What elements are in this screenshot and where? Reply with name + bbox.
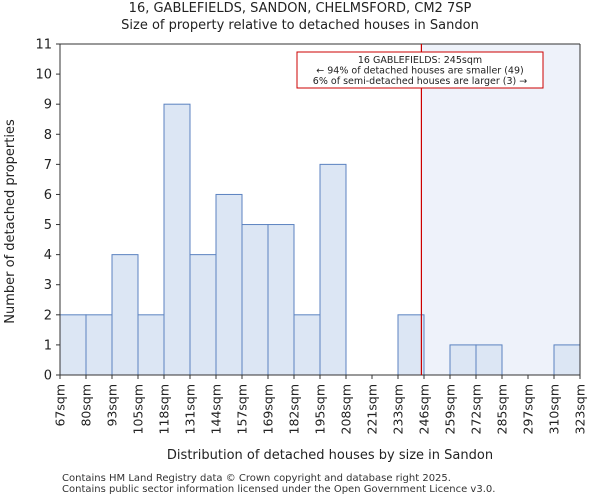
y-tick-label-3: 3 bbox=[44, 278, 52, 293]
bar-233sqm bbox=[397, 314, 425, 376]
x-tick-label-93sqm: 93sqm bbox=[105, 384, 120, 427]
bar-118sqm bbox=[163, 103, 191, 376]
x-tick-label-246sqm: 246sqm bbox=[417, 384, 432, 434]
x-tick-label-233sqm: 233sqm bbox=[391, 384, 406, 434]
annotation-smaller: ← 94% of detached houses are smaller (49… bbox=[316, 66, 523, 77]
bar-80sqm bbox=[85, 314, 113, 376]
highlight-region bbox=[421, 44, 580, 375]
annotation-box bbox=[296, 51, 544, 89]
footer-licence: Contains public sector information licen… bbox=[62, 484, 496, 495]
y-tick-label-6: 6 bbox=[44, 188, 52, 203]
y-tick-label-1: 1 bbox=[44, 338, 52, 353]
bar-310sqm bbox=[553, 344, 581, 376]
bar-93sqm bbox=[111, 254, 139, 376]
x-tick-label-144sqm: 144sqm bbox=[209, 384, 224, 434]
bar-67sqm bbox=[59, 314, 87, 376]
bar-182sqm bbox=[293, 314, 321, 376]
x-tick-label-131sqm: 131sqm bbox=[183, 384, 198, 434]
bar-259sqm bbox=[449, 344, 477, 376]
chart-subtitle: Size of property relative to detached ho… bbox=[121, 18, 479, 33]
x-tick-label-208sqm: 208sqm bbox=[339, 384, 354, 434]
x-tick-label-297sqm: 297sqm bbox=[521, 384, 536, 434]
x-tick-label-259sqm: 259sqm bbox=[443, 384, 458, 434]
y-tick-label-8: 8 bbox=[44, 128, 52, 143]
x-tick-label-195sqm: 195sqm bbox=[313, 384, 328, 434]
bar-105sqm bbox=[137, 314, 165, 376]
annotation-larger: 6% of semi-detached houses are larger (3… bbox=[313, 76, 527, 87]
y-axis-title: Number of detached properties bbox=[3, 119, 18, 324]
x-tick-label-80sqm: 80sqm bbox=[79, 384, 94, 427]
x-tick-label-182sqm: 182sqm bbox=[287, 384, 302, 434]
chart-title: 16, GABLEFIELDS, SANDON, CHELMSFORD, CM2… bbox=[128, 1, 472, 16]
y-tick-label-5: 5 bbox=[44, 218, 52, 233]
bar-272sqm bbox=[475, 344, 503, 376]
x-tick-label-221sqm: 221sqm bbox=[365, 384, 380, 434]
y-tick-label-4: 4 bbox=[44, 248, 52, 263]
y-tick-label-0: 0 bbox=[44, 369, 52, 384]
footer-copyright: Contains HM Land Registry data © Crown c… bbox=[62, 473, 451, 484]
x-tick-label-323sqm: 323sqm bbox=[573, 384, 588, 434]
bar-144sqm bbox=[215, 193, 243, 376]
y-tick-label-9: 9 bbox=[44, 98, 52, 113]
annotation-title: 16 GABLEFIELDS: 245sqm bbox=[358, 55, 482, 66]
x-tick-label-105sqm: 105sqm bbox=[131, 384, 146, 434]
bar-169sqm bbox=[267, 224, 295, 376]
x-axis-title: Distribution of detached houses by size … bbox=[167, 448, 493, 463]
x-tick-label-169sqm: 169sqm bbox=[261, 384, 276, 434]
x-tick-label-67sqm: 67sqm bbox=[53, 384, 68, 427]
x-tick-label-157sqm: 157sqm bbox=[235, 384, 250, 434]
y-tick-label-11: 11 bbox=[35, 38, 52, 53]
y-tick-label-2: 2 bbox=[44, 308, 52, 323]
x-tick-label-285sqm: 285sqm bbox=[495, 384, 510, 434]
x-tick-label-118sqm: 118sqm bbox=[157, 384, 172, 434]
bar-157sqm bbox=[241, 224, 269, 376]
x-tick-label-272sqm: 272sqm bbox=[469, 384, 484, 434]
bar-195sqm bbox=[319, 163, 347, 376]
y-tick-label-7: 7 bbox=[44, 158, 52, 173]
x-tick-label-310sqm: 310sqm bbox=[547, 384, 562, 434]
bar-131sqm bbox=[189, 254, 217, 376]
y-tick-label-10: 10 bbox=[35, 68, 52, 83]
